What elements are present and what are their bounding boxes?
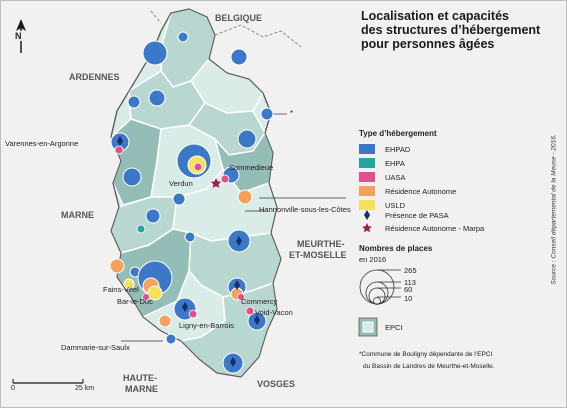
uasa-marker xyxy=(142,293,150,301)
ehpad-marker xyxy=(230,48,248,66)
ehpad-marker xyxy=(127,95,141,109)
pasa-diamond-icon xyxy=(182,302,188,312)
legend-places-subtitle: en 2016 xyxy=(359,255,387,264)
pasa-diamond-legend-icon xyxy=(364,210,370,220)
ehpad-marker xyxy=(165,333,177,345)
region-label-haute: HAUTE- xyxy=(123,373,157,383)
ehpad-swatch xyxy=(359,144,375,154)
pasa-diamond-icon xyxy=(117,136,123,146)
legend-ehpa-label: EHPA xyxy=(385,159,405,168)
footnote-line-2: du Bassin de Landres de Meurthe-et-Mosel… xyxy=(363,363,495,370)
legend-size-10: 10 xyxy=(404,294,413,303)
ehpad-marker xyxy=(172,192,186,206)
legend-size-113: 113 xyxy=(404,278,416,287)
ehpa-marker xyxy=(136,224,146,234)
ehpad-marker xyxy=(148,89,166,107)
ehpad-marker xyxy=(260,107,274,121)
ehpad-marker xyxy=(177,31,189,43)
ehpad-marker xyxy=(122,167,142,187)
uasa-marker xyxy=(114,145,124,155)
legend-usld-label: USLD xyxy=(385,201,406,210)
uasa-marker xyxy=(220,174,230,184)
town-label-ligny: Ligny-en-Barrois xyxy=(179,321,235,330)
region-label-vosges: VOSGES xyxy=(257,379,296,389)
asterisk-label: * xyxy=(290,109,294,118)
north-label: N xyxy=(15,31,22,41)
ehpad-marker xyxy=(237,129,257,149)
region-label-meurthe: MEURTHE- xyxy=(297,239,345,249)
legend-swatches xyxy=(359,144,375,233)
legend-places-title: Nombres de places xyxy=(359,244,433,253)
pasa-markers xyxy=(117,136,260,367)
town-label-void-vacon: Void-Vacon xyxy=(255,308,293,317)
marpa-star-icon xyxy=(210,178,222,188)
title-line-2: des structures d’hébergement xyxy=(361,23,541,37)
pasa-diamond-icon xyxy=(234,280,240,290)
uasa-marker xyxy=(188,309,198,319)
residence-autonome-marker xyxy=(237,189,253,205)
usld-swatch xyxy=(359,200,375,210)
uasa-marker xyxy=(237,293,245,301)
uasa-swatch xyxy=(359,172,375,182)
legend-type-title: Type d’hébergement xyxy=(359,129,437,138)
pasa-diamond-icon xyxy=(254,315,260,325)
epci-swatch-icon xyxy=(358,317,378,337)
legend-epci-label: EPCI xyxy=(385,323,403,332)
town-label-verdun: Verdun xyxy=(169,179,193,188)
uasa-marker xyxy=(193,162,203,172)
title-line-3: pour personnes âgées xyxy=(361,37,495,51)
town-label-bar-le-duc: Bar-le-Duc xyxy=(117,297,153,306)
legend-uasa-label: UASA xyxy=(385,173,406,182)
uasa-marker xyxy=(245,306,255,316)
residence-autonome-marker xyxy=(158,314,172,328)
map-title: Localisation et capacités des structures… xyxy=(361,9,561,51)
region-label-belgique: BELGIQUE xyxy=(215,13,263,23)
marpa-star-legend-icon xyxy=(362,223,372,233)
ehpad-marker xyxy=(142,40,168,66)
scale-zero-label: 0 xyxy=(11,385,15,392)
usld-marker xyxy=(123,278,135,290)
region-label-et-moselle: ET-MOSELLE xyxy=(289,250,347,260)
town-label-varennes: Varennes-en-Argonne xyxy=(5,139,79,148)
ehpad-marker xyxy=(145,208,161,224)
legend-pasa-label: Présence de PASA xyxy=(385,211,449,220)
pasa-diamond-icon xyxy=(230,357,236,367)
usld-marker xyxy=(147,285,163,301)
town-label-commercy: Commercy xyxy=(241,297,278,306)
source-note: Source : Conseil départemental de la Meu… xyxy=(550,134,558,285)
region-label-ardennes: ARDENNES xyxy=(69,72,120,82)
residence-autonome-swatch xyxy=(359,186,375,196)
town-label-dammarie: Dammarie-sur-Saulx xyxy=(61,343,130,352)
border-belgium xyxy=(150,10,302,48)
region-label-haute-marne: MARNE xyxy=(125,384,158,394)
legend-size-60: 60 xyxy=(404,285,413,294)
title-line-1: Localisation et capacités xyxy=(361,9,509,23)
region-label-marne: MARNE xyxy=(61,210,94,220)
town-label-hannonville: Hannonville-sous-les-Côtes xyxy=(259,205,351,214)
residence-autonome-marker xyxy=(109,258,125,274)
legend-residence-label: Résidence Autonome xyxy=(385,187,457,196)
town-label-sommedieue: Sommedieue xyxy=(229,163,274,172)
town-label-fains-veel: Fains-Véel xyxy=(103,285,139,294)
legend-ehpad-label: EHPAD xyxy=(385,145,411,154)
size-legend xyxy=(359,269,401,305)
legend-marpa-label: Résidence Autonome - Marpa xyxy=(385,224,485,233)
ehpad-marker xyxy=(184,231,196,243)
ehpa-swatch xyxy=(359,158,375,168)
scale-distance-label: 25 km xyxy=(75,385,95,392)
footnote-line-1: *Commune de Bouligny dépendante de l’EPC… xyxy=(359,351,493,358)
scale-bar xyxy=(12,379,84,384)
pasa-diamond-icon xyxy=(236,236,242,246)
legend-size-265: 265 xyxy=(404,266,417,275)
